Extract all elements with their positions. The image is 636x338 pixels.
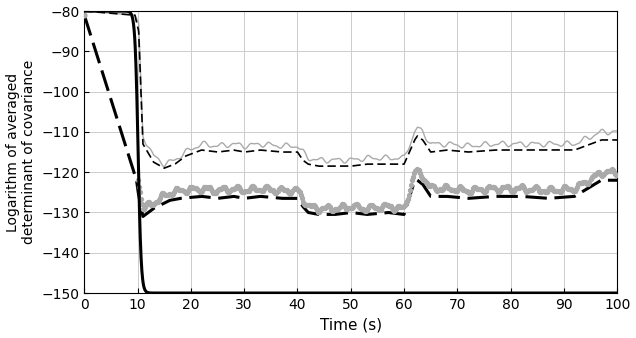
X-axis label: Time (s): Time (s)	[320, 317, 382, 333]
Y-axis label: Logarithm of averaged
determinant of covariance: Logarithm of averaged determinant of cov…	[6, 60, 36, 244]
